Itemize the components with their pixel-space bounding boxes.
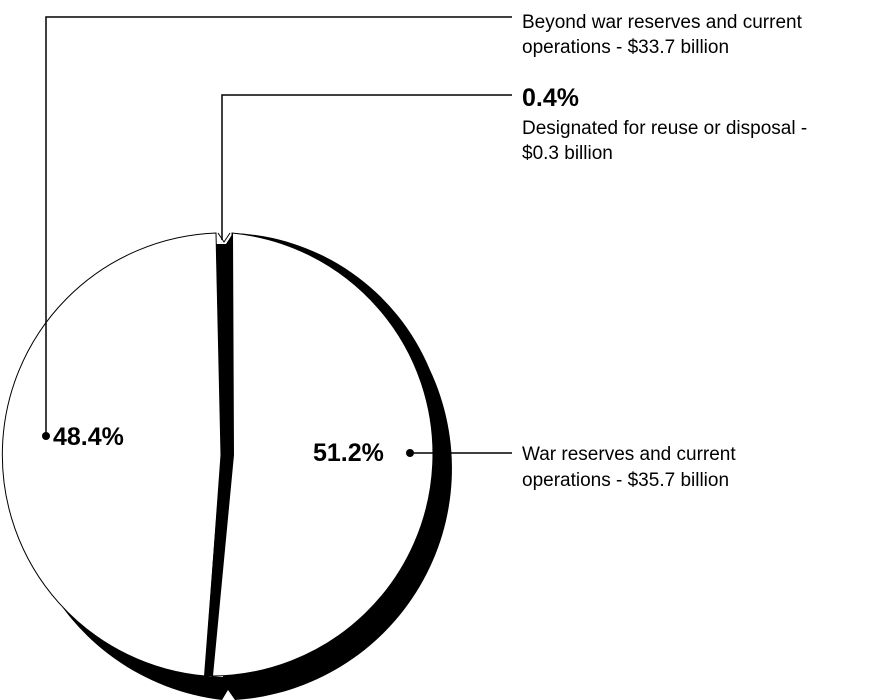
desc-war-line1: War reserves and current (522, 444, 736, 465)
leader-line-beyond (45, 16, 512, 436)
slice-beyond-war-reserves (1, 232, 222, 677)
desc-reuse-line1: Designated for reuse or disposal - (522, 118, 807, 139)
desc-beyond-line2: operations - $33.7 billion (522, 37, 729, 58)
desc-reuse-line2: $0.3 billion (522, 143, 613, 164)
pct-label-beyond: 48.4% (53, 423, 124, 451)
desc-war-line2: operations - $35.7 billion (522, 470, 729, 491)
label-dot-war (406, 449, 414, 457)
pct-label-war: 51.2% (313, 439, 384, 467)
slice-reuse-disposal (204, 233, 234, 676)
wedge-notch (217, 232, 231, 243)
pct-label-reuse: 0.4% (522, 84, 579, 112)
label-dot-beyond (42, 432, 50, 440)
desc-beyond-line1: Beyond war reserves and current (522, 12, 803, 33)
slice-war-reserves (211, 232, 434, 677)
leader-line-reuse (221, 94, 512, 240)
